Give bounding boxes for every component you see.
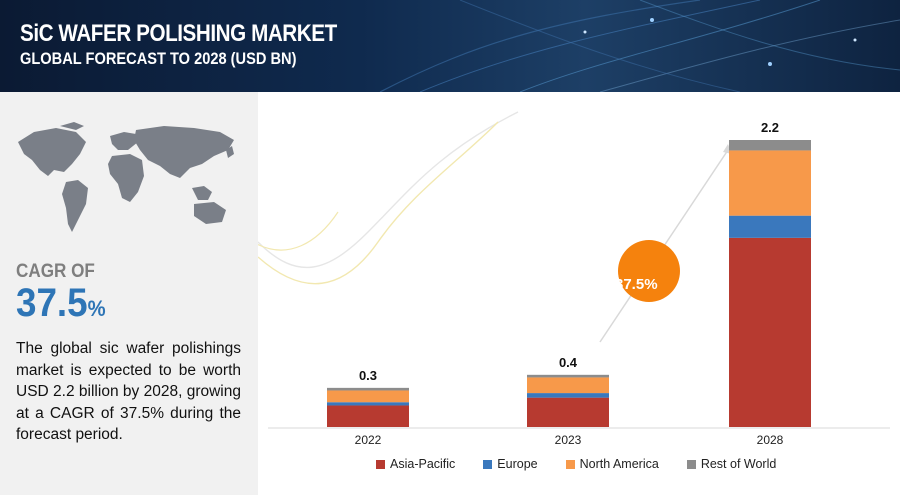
legend-label: North America	[579, 457, 659, 471]
bar-total-label: 0.4	[559, 355, 578, 370]
legend-label: Rest of World	[700, 457, 777, 471]
legend-item: North America	[565, 457, 659, 471]
bar-total-label: 0.3	[359, 368, 377, 383]
page-title: SiC WAFER POLISHING MARKET	[20, 20, 337, 47]
bar-segment-rest-of-world-2028	[729, 140, 811, 151]
header-banner: SiC WAFER POLISHING MARKET GLOBAL FORECA…	[0, 0, 900, 92]
legend-label: Asia-Pacific	[390, 457, 456, 471]
legend-label: Europe	[497, 457, 538, 471]
chart-area: 0.3 0.4 2.2 2022 2023 2028 37.5% Asia-Pacifi…	[258, 92, 900, 495]
x-tick-label: 2022	[355, 433, 382, 447]
background-swoosh-2	[258, 121, 499, 285]
cagr-unit: %	[87, 296, 106, 321]
cagr-badge-label: 37.5%	[615, 276, 658, 293]
cagr-badge	[618, 240, 680, 302]
bar-segment-north-america-2028	[729, 150, 811, 216]
header-decoration	[379, 0, 900, 92]
page-subtitle: GLOBAL FORECAST TO 2028 (USD BN)	[20, 49, 297, 68]
legend-item: Rest of World	[686, 457, 777, 471]
bar-segment-asia-pacific-2028	[729, 237, 811, 427]
bar-segment-asia-pacific-2023	[527, 397, 609, 427]
chart-totals: 0.3 0.4 2.2	[359, 120, 779, 383]
stacked-bar-chart: 0.3 0.4 2.2 2022 2023 2028	[258, 111, 890, 447]
legend-swatch	[686, 459, 696, 469]
legend-item: Asia-Pacific	[376, 457, 455, 471]
summary-panel: CAGR OF 37.5% The global sic wafer polis…	[0, 92, 258, 495]
background-swoosh-3	[258, 211, 339, 251]
x-tick-label: 2028	[757, 433, 784, 447]
cagr-label: CAGR OF	[16, 261, 95, 282]
bar-segment-rest-of-world-2022	[327, 387, 409, 391]
bar-segment-asia-pacific-2022	[327, 405, 409, 427]
chart-legend: Asia-Pacific Europe North America Rest of W…	[376, 457, 804, 471]
legend-item: Europe	[483, 457, 538, 471]
background-swoosh	[258, 111, 519, 269]
bar-segment-north-america-2022	[327, 390, 409, 403]
bar-segment-europe-2022	[327, 402, 409, 406]
x-tick-label: 2023	[555, 433, 582, 447]
bar-segment-europe-2028	[729, 215, 811, 238]
legend-swatch	[483, 459, 493, 469]
cagr-value: 37.5%	[16, 281, 106, 326]
chart-x-ticks: 2022 2023 2028	[355, 433, 784, 447]
cagr-number: 37.5	[16, 281, 88, 325]
world-map-icon	[18, 122, 234, 232]
bar-segment-europe-2023	[527, 393, 609, 398]
chart-bars	[327, 140, 811, 427]
legend-swatch	[376, 459, 385, 469]
market-description: The global sic wafer polishings market i…	[16, 340, 241, 443]
legend-swatch	[565, 459, 575, 469]
bar-total-label: 2.2	[761, 120, 779, 135]
bar-segment-rest-of-world-2023	[527, 374, 609, 378]
bar-segment-north-america-2023	[527, 377, 609, 394]
